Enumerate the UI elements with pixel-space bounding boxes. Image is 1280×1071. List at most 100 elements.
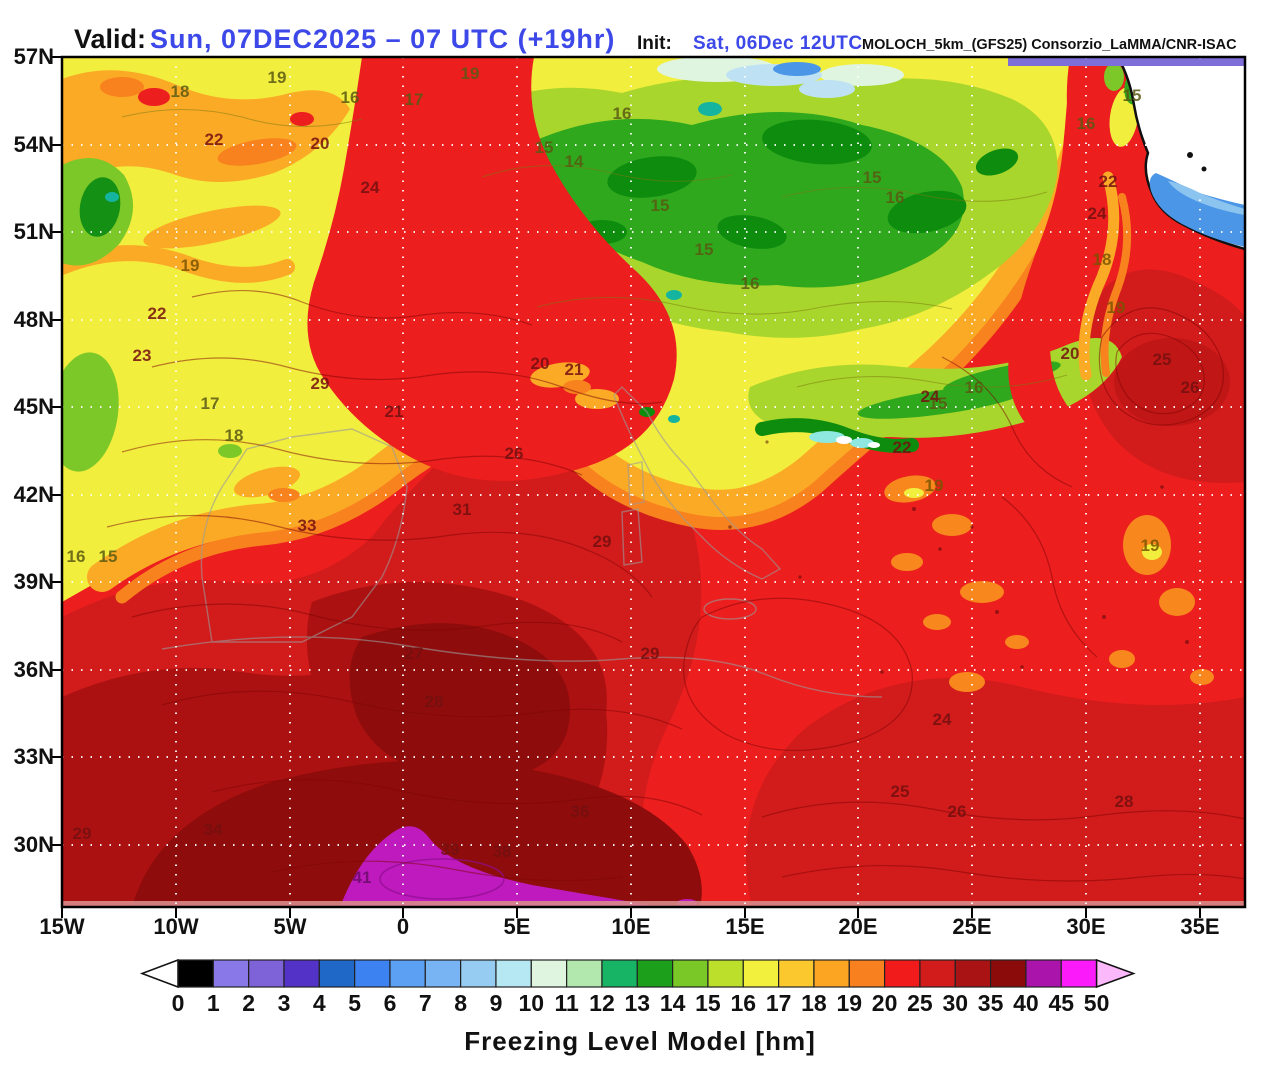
colorbar-tick-0: 0 [172, 990, 185, 1016]
lon-label-0: 0 [396, 914, 410, 939]
init-datetime: Sat, 06Dec 12UTC [693, 33, 863, 54]
contour-label-36: 36 [571, 802, 590, 821]
contour-label-16: 16 [67, 547, 86, 566]
contour-label-29: 29 [593, 532, 612, 551]
contour-label-22: 22 [148, 304, 167, 323]
colorbar-cell-18 [813, 959, 850, 988]
colorbar-tick-16: 16 [730, 990, 756, 1016]
colorbar-cell-12 [601, 959, 638, 988]
contour-label-22: 22 [205, 130, 224, 149]
contour-label-16: 16 [613, 104, 632, 123]
colorbar-tick-11: 11 [554, 990, 579, 1016]
colorbar-cell-25 [919, 959, 956, 988]
lat-label-36N: 36N [13, 657, 54, 682]
colorbar-tick-45: 45 [1048, 990, 1074, 1016]
contour-label-20: 20 [311, 134, 330, 153]
colorbar-tick-8: 8 [454, 990, 467, 1016]
contour-label-24: 24 [933, 710, 952, 729]
contour-label-19: 19 [181, 256, 200, 275]
lon-label-20E: 20E [838, 914, 878, 939]
colorbar-cell-3 [283, 959, 320, 988]
colorbar-cell-9 [495, 959, 532, 988]
contour-label-16: 16 [741, 274, 760, 293]
colorbar-tick-25: 25 [907, 990, 933, 1016]
contour-label-15: 15 [651, 196, 670, 215]
colorbar-tick-19: 19 [836, 990, 862, 1016]
contour-label-34: 34 [204, 820, 223, 839]
contour-label-15: 15 [1123, 86, 1142, 105]
colorbar-cell-1 [212, 959, 250, 988]
colorbar-tick-12: 12 [589, 990, 615, 1016]
contour-label-17: 17 [201, 394, 220, 413]
colorbar-tick-35: 35 [978, 990, 1004, 1016]
fill-regions [62, 57, 1245, 907]
coastlines [161, 386, 883, 698]
contour-label-23: 23 [133, 346, 152, 365]
contour-label-19: 19 [1141, 536, 1160, 555]
colorbar-tick-4: 4 [313, 990, 326, 1016]
contour-label-26: 26 [948, 802, 967, 821]
colorbar-right-arrow [1095, 958, 1136, 989]
colorbar-cell-13 [636, 959, 674, 988]
contour-label-25: 25 [891, 782, 910, 801]
colorbar-cell-17 [778, 959, 815, 988]
contour-label-15: 15 [929, 394, 948, 413]
lat-label-33N: 33N [13, 744, 54, 769]
colorbar-left-arrow [139, 958, 179, 989]
contour-label-19: 19 [925, 476, 944, 495]
contour-label-22: 22 [1099, 172, 1118, 191]
contour-label-20: 20 [1061, 344, 1080, 363]
contour-label-14: 14 [565, 152, 584, 171]
colorbar-tick-18: 18 [801, 990, 827, 1016]
lat-label-54N: 54N [13, 132, 54, 157]
lat-label-48N: 48N [13, 307, 54, 332]
contour-label-15: 15 [695, 240, 714, 259]
colorbar-tick-30: 30 [942, 990, 968, 1016]
contour-label-24: 24 [921, 387, 940, 406]
colorbar-cell-14 [672, 959, 709, 988]
lon-label-30E: 30E [1066, 914, 1106, 939]
lat-label-51N: 51N [13, 219, 54, 244]
colorbar-cell-15 [707, 959, 744, 988]
lon-label-15W: 15W [39, 914, 85, 939]
map-frame [60, 55, 1247, 909]
contour-label-21: 21 [565, 360, 584, 379]
contour-label-16: 16 [886, 188, 905, 207]
colorbar-tick-6: 6 [384, 990, 397, 1016]
colorbar: 0 1 2 3 4 5 6 7 8 9 10 11 12 13 14 15 16 17 18 19 20 25 30 35 40… [139, 958, 1136, 1016]
colorbar-tick-5: 5 [348, 990, 361, 1016]
contour-label-39: 39 [441, 840, 460, 859]
contour-label-24: 24 [1088, 204, 1107, 223]
lon-label-5E: 5E [503, 914, 531, 939]
contour-label-15: 15 [99, 547, 118, 566]
colorbar-cell-8 [460, 959, 497, 988]
colorbar-tick-40: 40 [1013, 990, 1039, 1016]
contour-label-41: 41 [353, 868, 372, 887]
colorbar-cell-4 [318, 959, 356, 988]
valid-label: Valid: [74, 24, 147, 54]
terrain-speckles [728, 440, 1189, 674]
lon-label-35E: 35E [1180, 914, 1220, 939]
contour-label-15: 15 [535, 138, 554, 157]
valid-datetime: Sun, 07DEC2025 – 07 UTC (+19hr) [150, 24, 616, 54]
contour-label-16: 16 [341, 88, 360, 107]
colorbar-tick-15: 15 [695, 990, 721, 1016]
contour-label-24: 24 [361, 178, 380, 197]
contour-label-28: 28 [1115, 792, 1134, 811]
colorbar-cell-7 [424, 959, 462, 988]
colorbar-cell-2 [248, 959, 285, 988]
map-area: 18 19 16 17 19 16 15 14 15 15 16 15 16 15 16 16 15 17 18 15… [14, 44, 1247, 939]
colorbar-tick-13: 13 [624, 990, 650, 1016]
colorbar-cell-35 [989, 959, 1027, 988]
axis-ticks [52, 56, 1201, 918]
colorbar-cell-5 [354, 959, 391, 988]
contour-label-28: 28 [425, 692, 444, 711]
contour-label-18: 18 [171, 82, 190, 101]
colorbar-cell-20 [883, 959, 921, 988]
contour-label-26: 26 [505, 444, 524, 463]
colorbar-tick-3: 3 [278, 990, 291, 1016]
colorbar-tick-10: 10 [519, 990, 545, 1016]
contour-label-26: 26 [1181, 378, 1200, 397]
colorbar-cell-30 [954, 959, 992, 988]
